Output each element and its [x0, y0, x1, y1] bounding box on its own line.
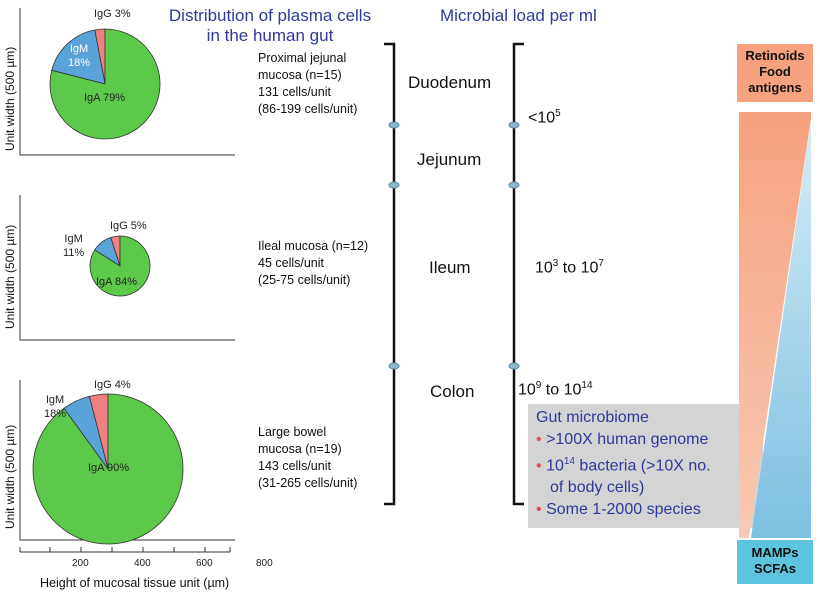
pie3-igg-label: IgG 4% [94, 379, 131, 391]
x-tick-200: 200 [72, 558, 89, 569]
segment-duodenum: Duodenum [408, 73, 492, 92]
gut-microbiome-box: Gut microbiome • >100X human genome • 10… [528, 404, 763, 528]
pie-slice-iga [49, 28, 161, 140]
pie-panels [19, 8, 235, 553]
marker-left-1 [388, 121, 400, 129]
mamps-scfas-box: MAMPs SCFAs [737, 540, 813, 584]
retinoids-food-antigens-box: Retinoids Food antigens [737, 44, 813, 102]
marker-left-3 [388, 362, 400, 370]
segment-ileum: Ileum [429, 258, 471, 277]
pie-chart-large-bowel [32, 393, 184, 545]
marker-right-3 [508, 362, 520, 370]
x-tick-600: 600 [196, 558, 213, 569]
segment-colon: Colon [430, 382, 475, 401]
pie2-iga-label: IgA 84% [96, 276, 137, 288]
x-tick-400: 400 [134, 558, 151, 569]
right-bracket [512, 42, 524, 506]
left-bracket [384, 42, 396, 506]
segment-jejunum: Jejunum [417, 150, 482, 169]
marker-right-1 [508, 121, 520, 129]
marker-left-2 [388, 181, 400, 189]
pie-chart-proximal-jejunal [49, 28, 161, 140]
load-upper: <105 [528, 108, 561, 127]
y-axis-label-1: Unit width (500 µm) [3, 46, 17, 151]
pie3-iga-label: IgA 90% [88, 462, 129, 474]
microbiome-title: Gut microbiome [536, 409, 649, 426]
pie-slice-iga [89, 235, 151, 297]
pie2-igg-label: IgG 5% [110, 220, 147, 232]
pie-chart-ileal [89, 235, 151, 297]
pie2-igm-label: IgM 11% [63, 233, 85, 259]
load-colon: 109 to 1014 [518, 380, 593, 399]
pie-slice-igm [51, 29, 106, 85]
description-large-bowel: Large bowel mucosa (n=19) 143 cells/unit… [258, 425, 358, 490]
microbial-load-title: Microbial load per ml [440, 6, 597, 25]
marker-right-2 [508, 181, 520, 189]
plasma-distribution-title: Distribution of plasma cells in the huma… [168, 6, 372, 45]
description-proximal-jejunal: Proximal jejunal mucosa (n=15) 131 cells… [258, 51, 358, 116]
gradient-wedges [739, 112, 811, 538]
pie-slice-iga [32, 393, 184, 545]
pie1-iga-label: IgA 79% [84, 92, 125, 104]
description-ileal: Ileal mucosa (n=12) 45 cells/unit (25-75… [258, 239, 369, 287]
x-axis-title: Height of mucosal tissue unit (µm) [40, 576, 230, 590]
retinoids-wedge [739, 112, 811, 538]
y-axis-label-2: Unit width (500 µm) [3, 224, 17, 329]
microbial-wedge [751, 120, 811, 538]
gut-brackets [384, 42, 524, 506]
x-tick-800: 800 [256, 558, 273, 569]
load-ileum: 103 to 107 [535, 258, 604, 277]
y-axis-label-3: Unit width (500 µm) [3, 424, 17, 529]
panel-2-axes [19, 195, 235, 341]
panel-3-axes [19, 380, 235, 541]
pie3-igm-label: IgM 18% [44, 394, 67, 420]
panel-1-axes [19, 8, 235, 156]
pie1-igm-label: IgM 18% [68, 43, 91, 69]
pie1-igg-label: IgG 3% [94, 8, 131, 20]
